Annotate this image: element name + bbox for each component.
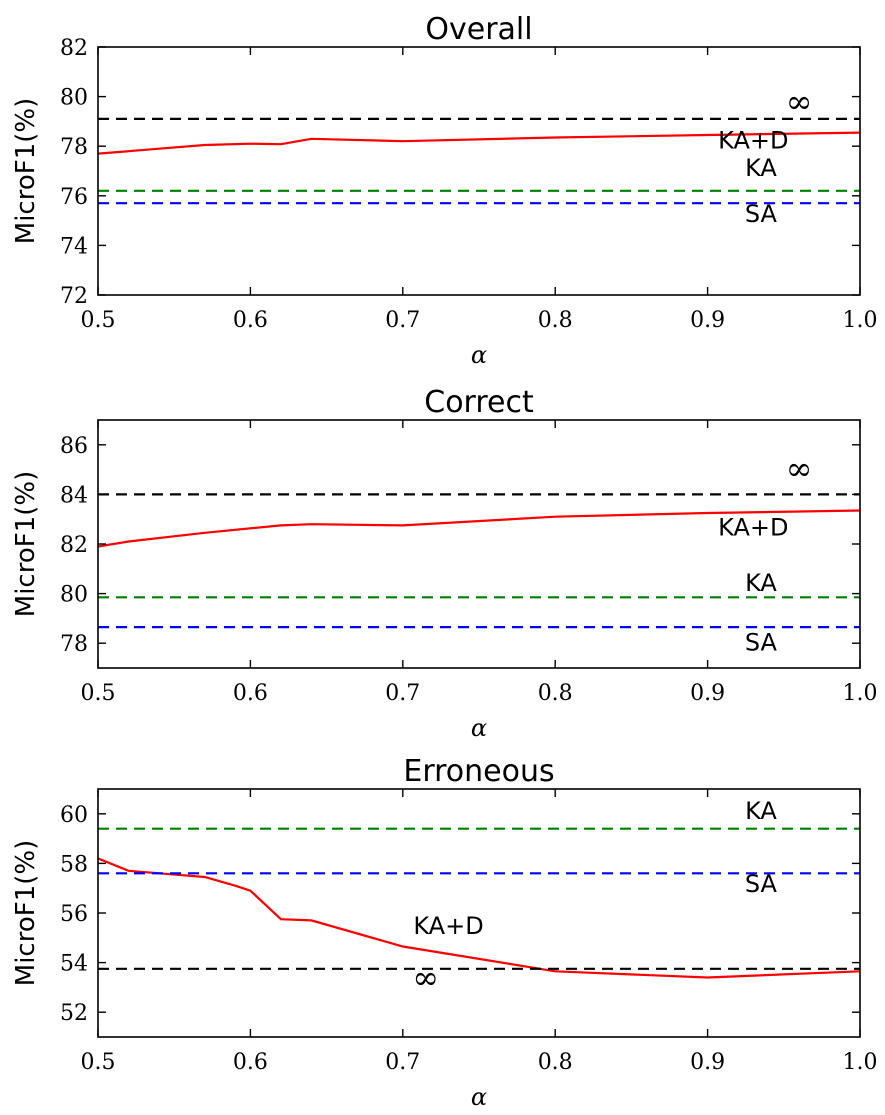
x-axis-label: α xyxy=(471,1083,487,1111)
series-annotation: KA xyxy=(745,797,777,825)
y-tick-label: 74 xyxy=(60,234,88,259)
x-tick-label: 0.7 xyxy=(385,308,420,333)
y-tick-label: 78 xyxy=(60,135,88,160)
chart-title: Erroneous xyxy=(403,754,554,789)
y-tick-label: 60 xyxy=(60,803,88,828)
x-tick-label: 0.9 xyxy=(690,308,725,333)
series-annotation: KA xyxy=(745,569,777,597)
x-tick-label: 1.0 xyxy=(843,308,878,333)
x-axis-label: α xyxy=(471,714,487,742)
y-tick-label: 58 xyxy=(60,852,88,877)
y-tick-label: 56 xyxy=(60,902,88,927)
chart-panel-2: 0.5 0.6 0.7 0.8 0.9 1.0 78 80 82 84 86 Correct α Micr… xyxy=(11,385,878,742)
plot-frame xyxy=(97,46,861,296)
series-annotation: KA+D xyxy=(413,912,483,940)
infinity-annotation: ∞ xyxy=(412,959,439,997)
series-line-1 xyxy=(98,509,860,548)
chart-title: Overall xyxy=(425,12,532,47)
x-tick-label: 0.6 xyxy=(233,1050,268,1075)
x-tick-label: 0.6 xyxy=(233,681,268,706)
series-annotation: SA xyxy=(745,629,778,657)
x-tick-label: 0.8 xyxy=(538,681,573,706)
y-tick-label: 86 xyxy=(60,434,88,459)
x-tick-label: 0.7 xyxy=(385,681,420,706)
y-tick-label: 72 xyxy=(60,284,88,309)
x-tick-label: 0.9 xyxy=(690,681,725,706)
x-tick-label: 0.6 xyxy=(233,308,268,333)
infinity-annotation: ∞ xyxy=(786,83,813,121)
y-tick-label: 76 xyxy=(60,185,88,210)
series-annotation: SA xyxy=(745,200,778,228)
x-tick-label: 1.0 xyxy=(843,681,878,706)
x-tick-label: 1.0 xyxy=(843,1050,878,1075)
y-axis-label: MicroF1(%) xyxy=(11,471,41,617)
x-tick-label: 0.5 xyxy=(81,681,116,706)
y-tick-label: 82 xyxy=(60,36,88,61)
chart-title: Correct xyxy=(424,385,534,420)
y-tick-label: 80 xyxy=(60,86,88,111)
y-tick-label: 82 xyxy=(60,533,88,558)
x-tick-label: 0.8 xyxy=(538,308,573,333)
y-axis-label: MicroF1(%) xyxy=(11,840,41,986)
x-tick-label: 0.9 xyxy=(690,1050,725,1075)
series-annotation: KA xyxy=(745,154,777,182)
series-annotation: KA+D xyxy=(718,513,788,541)
series-line-1 xyxy=(98,131,860,155)
y-axis-label: MicroF1(%) xyxy=(11,98,41,244)
y-tick-label: 78 xyxy=(60,632,88,657)
series-annotation: KA+D xyxy=(718,127,788,155)
x-tick-label: 0.7 xyxy=(385,1050,420,1075)
chart-panel-3: 0.5 0.6 0.7 0.8 0.9 1.0 52 54 56 58 60 Erroneous α Mi… xyxy=(11,754,878,1111)
infinity-annotation: ∞ xyxy=(786,450,813,488)
y-tick-label: 54 xyxy=(60,952,88,977)
y-tick-label: 84 xyxy=(60,483,88,508)
y-tick-label: 52 xyxy=(60,1001,88,1026)
x-axis-label: α xyxy=(471,341,487,369)
x-tick-label: 0.5 xyxy=(81,1050,116,1075)
x-tick-label: 0.8 xyxy=(538,1050,573,1075)
series-annotation: SA xyxy=(745,870,778,898)
x-tick-label: 0.5 xyxy=(81,308,116,333)
y-tick-label: 80 xyxy=(60,583,88,608)
chart-panel-1: 0.5 0.6 0.7 0.8 0.9 1.0 72 74 76 78 80 82 Overall α Mi… xyxy=(11,12,878,369)
